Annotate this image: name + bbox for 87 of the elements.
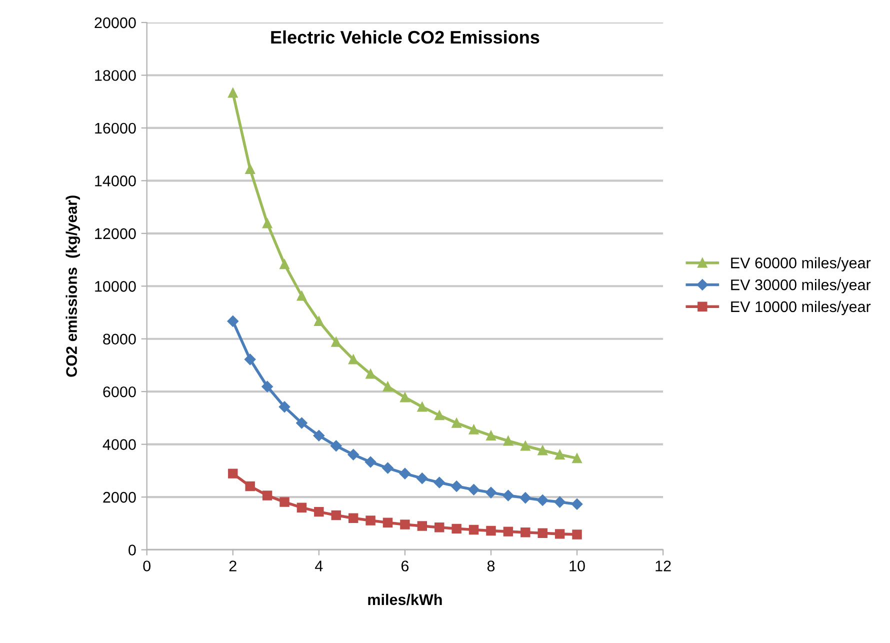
point [296, 291, 307, 301]
point [485, 486, 497, 498]
point [503, 526, 514, 536]
y-tick-label: 6000 [103, 386, 136, 398]
point [313, 430, 325, 442]
point [348, 448, 359, 460]
x-tick-label: 4 [315, 560, 323, 572]
point [452, 418, 462, 428]
point [348, 354, 358, 364]
point [228, 468, 238, 478]
legend-label: EV 30000 miles/year [731, 279, 871, 294]
chart-title: Electric Vehicle CO2 Emissions [271, 30, 540, 44]
point [296, 417, 308, 429]
point [382, 382, 393, 392]
y-tick-label: 18000 [95, 70, 136, 81]
y-tick-label: 8000 [103, 334, 136, 345]
point [399, 468, 411, 480]
point [364, 456, 376, 468]
y-tick-label: 16000 [95, 122, 136, 134]
x-axis-title: miles/kWh [368, 594, 442, 606]
point [538, 446, 548, 456]
point [296, 502, 307, 512]
point [366, 369, 376, 379]
y-tick-label: 10000 [95, 281, 136, 292]
point [417, 521, 428, 531]
point [571, 498, 583, 510]
point [245, 164, 255, 174]
point [572, 530, 582, 540]
point [434, 522, 444, 532]
point [314, 316, 324, 326]
point [278, 401, 290, 412]
legend-label: EV 60000 miles/year [731, 257, 871, 272]
point [400, 520, 410, 530]
point [486, 526, 496, 536]
point [486, 430, 496, 440]
x-tick-label: 8 [487, 560, 495, 572]
point [520, 528, 530, 538]
point [366, 516, 376, 526]
y-tick-label: 0 [128, 544, 136, 556]
point [331, 337, 341, 347]
y-tick-label: 2000 [103, 492, 136, 503]
point [331, 510, 341, 520]
x-tick-label: 12 [656, 560, 671, 572]
point [468, 424, 479, 434]
legend-label: EV 10000 miles/year [731, 300, 871, 316]
point [280, 497, 290, 507]
point [400, 392, 410, 402]
point [245, 481, 255, 492]
point [520, 492, 532, 504]
point [262, 490, 272, 500]
point [262, 218, 272, 228]
point [450, 480, 462, 492]
point [228, 88, 238, 98]
point [502, 490, 514, 502]
point [572, 453, 582, 464]
point [348, 513, 358, 523]
point [468, 484, 480, 496]
x-tick-label: 6 [401, 560, 409, 572]
point [416, 472, 428, 484]
point [538, 528, 548, 538]
point [382, 462, 394, 474]
y-tick-label: 20000 [94, 17, 136, 28]
y-tick-label: 14000 [95, 176, 136, 186]
point [262, 380, 273, 392]
point [503, 436, 514, 446]
point [452, 524, 462, 534]
point [244, 354, 256, 366]
point [314, 506, 324, 517]
y-tick-label: 12000 [95, 228, 136, 240]
x-tick-label: 0 [143, 560, 150, 572]
point [280, 259, 290, 270]
y-axis-title: CO2 emissions (kg/year) [66, 196, 80, 377]
point [330, 440, 342, 452]
x-tick-label: 10 [570, 560, 585, 572]
point [417, 402, 428, 412]
point [434, 410, 444, 420]
point [554, 529, 565, 539]
x-tick-label: 2 [229, 560, 236, 572]
point [468, 524, 479, 535]
y-tick-label: 4000 [102, 439, 136, 450]
point [227, 316, 238, 327]
point [554, 496, 566, 508]
point [382, 518, 393, 528]
point [536, 494, 548, 506]
point [554, 450, 565, 460]
point [520, 441, 530, 451]
point [434, 476, 445, 488]
